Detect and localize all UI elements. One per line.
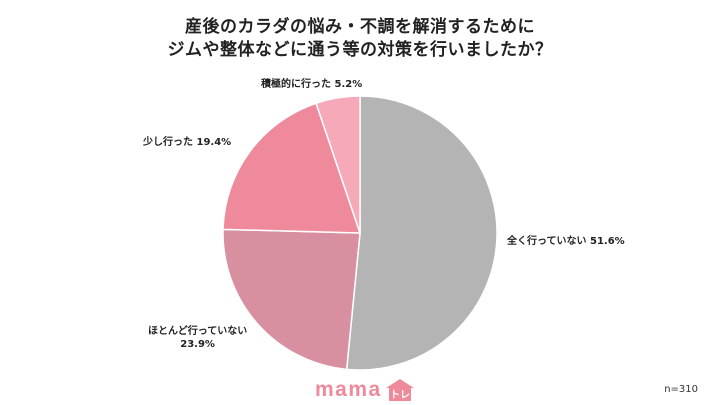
- chart-title: 産後のカラダの悩み・不調を解消するために ジムや整体などに通う等の対策を行いまし…: [0, 16, 720, 62]
- slice-a-little: [222, 102, 362, 234]
- house-icon: トレ: [385, 379, 414, 401]
- chart-title-line-1: 産後のカラダの悩み・不調を解消するために: [185, 17, 535, 37]
- mama-tore-logo: mama トレ: [315, 378, 415, 402]
- slice-actively: [315, 95, 361, 234]
- slice-label-not-at-all: 全く行っていない 51.6%: [507, 236, 625, 247]
- slice-not-at-all: [345, 95, 498, 371]
- logo-badge-text: トレ: [390, 389, 410, 401]
- chart-title-line-2: ジムや整体などに通う等の対策を行いましたか？: [167, 40, 553, 60]
- slice-label-actively: 積極的に行った 5.2%: [261, 79, 363, 90]
- logo-text: mama: [315, 378, 382, 401]
- slice-hardly: [222, 228, 361, 371]
- sample-size: n=310: [664, 384, 698, 395]
- slice-label-hardly: ほとんど行っていない 23.9%: [148, 326, 248, 350]
- slice-label-a-little: 少し行った 19.4%: [143, 137, 232, 148]
